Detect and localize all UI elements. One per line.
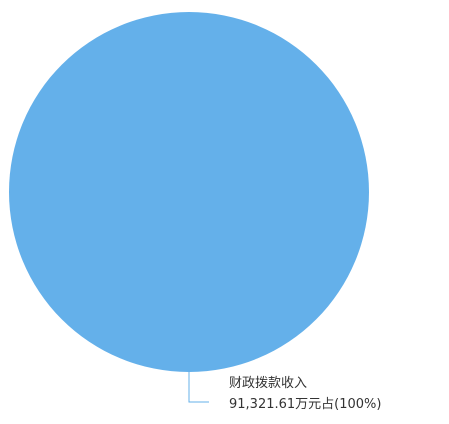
pie-labels: 财政拨款收入 91,321.61万元占(100%) [188, 372, 381, 412]
slice-label-value: 91,321.61万元占(100%) [229, 397, 381, 412]
label-leader-line [188, 372, 209, 403]
pie-slices [9, 12, 369, 372]
pie-slice-0 [9, 12, 369, 372]
slice-label-name: 财政拨款收入 [229, 376, 307, 391]
